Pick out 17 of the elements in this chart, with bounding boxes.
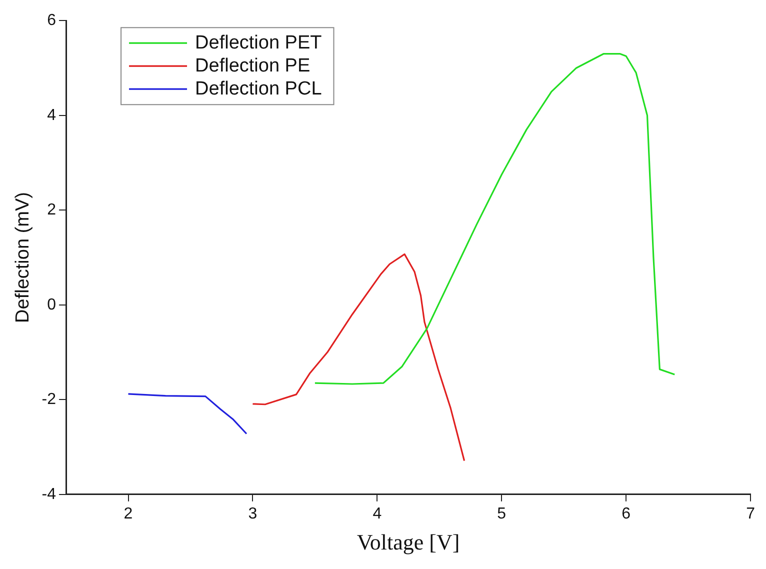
y-tick-label: -2 bbox=[42, 391, 56, 408]
legend-label: Deflection PCL bbox=[195, 78, 322, 100]
x-tick-label: 2 bbox=[124, 505, 133, 522]
y-axis-title: Deflection (mV) bbox=[12, 192, 34, 323]
y-tick-label: -4 bbox=[42, 486, 56, 503]
x-tick-label: 3 bbox=[248, 505, 258, 522]
y-tick-label: 4 bbox=[47, 106, 56, 124]
x-tick-label: 7 bbox=[746, 505, 756, 522]
x-tick-label: 6 bbox=[622, 505, 631, 522]
y-tick-label: 2 bbox=[47, 202, 56, 219]
x-axis-title: Voltage [V] bbox=[356, 530, 460, 555]
y-tick-label: 6 bbox=[47, 12, 56, 30]
legend-label: Deflection PET bbox=[195, 32, 322, 54]
legend-label: Deflection PE bbox=[195, 55, 310, 76]
y-tick-label: 0 bbox=[47, 296, 56, 314]
x-tick-label: 5 bbox=[497, 505, 506, 522]
x-tick-label: 4 bbox=[372, 505, 382, 522]
